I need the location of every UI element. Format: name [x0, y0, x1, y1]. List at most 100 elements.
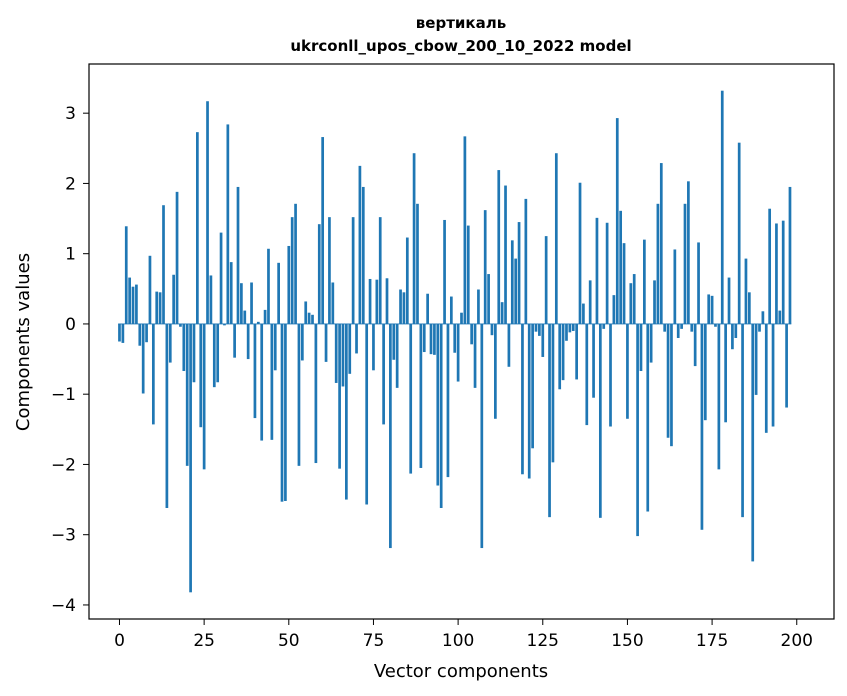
bar-193: [771, 323, 775, 427]
bar-103: [466, 225, 470, 324]
bar-101: [460, 312, 463, 324]
bar-25: [202, 323, 206, 470]
y-tick-label-1: 1: [65, 245, 76, 265]
bar-4: [131, 286, 135, 324]
bar-92: [429, 323, 433, 355]
bar-121: [527, 323, 531, 479]
bar-33: [229, 262, 233, 324]
bar-158: [653, 280, 656, 324]
bar-99: [453, 323, 457, 353]
bar-110: [490, 323, 494, 336]
bar-141: [595, 217, 599, 324]
bar-23: [196, 132, 199, 324]
bar-108: [483, 210, 487, 324]
bar-1: [121, 323, 125, 343]
bar-151: [629, 283, 633, 324]
bar-22: [192, 323, 196, 383]
bar-45: [270, 323, 274, 440]
bar-24: [199, 323, 203, 428]
bar-93: [433, 323, 436, 355]
y-tick-label--4: −4: [51, 596, 76, 616]
x-tick-label-175: 175: [696, 631, 728, 651]
x-tick-label-25: 25: [193, 631, 215, 651]
bar-62: [328, 217, 331, 324]
bar-95: [439, 323, 443, 508]
bar-176: [714, 323, 717, 327]
bar-13: [162, 205, 165, 324]
bar-9: [148, 255, 152, 324]
bar-29: [216, 323, 220, 383]
bar-139: [588, 280, 592, 324]
bar-30: [219, 232, 223, 324]
bar-134: [571, 323, 575, 331]
bar-150: [626, 323, 629, 419]
bar-52: [294, 203, 297, 324]
bar-31: [223, 323, 226, 326]
bar-140: [592, 323, 595, 398]
bar-100: [456, 323, 460, 382]
x-axis-label: Vector components: [374, 661, 548, 682]
bar-117: [514, 258, 518, 324]
bar-149: [622, 243, 626, 324]
y-tick-label--1: −1: [51, 385, 76, 405]
bar-187: [751, 323, 755, 562]
bar-94: [436, 323, 440, 486]
bar-26: [206, 101, 209, 324]
bar-21: [189, 323, 192, 593]
bar-164: [673, 249, 677, 324]
bar-11: [155, 291, 159, 324]
bar-170: [693, 323, 697, 367]
bar-168: [687, 181, 690, 324]
bar-102: [463, 136, 467, 324]
bar-75: [372, 323, 375, 371]
bar-135: [575, 323, 578, 380]
bar-37: [243, 310, 247, 324]
x-tick-label-0: 0: [114, 631, 125, 651]
bar-14: [165, 323, 169, 508]
bar-180: [727, 277, 731, 324]
bar-196: [781, 220, 785, 324]
bar-156: [646, 323, 650, 512]
bar-50: [287, 245, 291, 324]
bar-56: [307, 312, 311, 324]
bar-79: [385, 278, 389, 324]
bar-129: [554, 153, 558, 324]
x-tick-label-50: 50: [278, 631, 300, 651]
bar-78: [382, 323, 385, 425]
bar-43: [263, 309, 267, 324]
bar-97: [446, 323, 450, 478]
bar-127: [548, 323, 551, 518]
bar-40: [253, 323, 257, 419]
plot-frame: [88, 63, 835, 620]
bar-27: [209, 275, 213, 324]
bar-49: [284, 323, 287, 501]
bar-47: [277, 262, 280, 324]
bar-104: [470, 323, 474, 345]
bar-162: [666, 323, 670, 438]
bar-77: [378, 217, 382, 324]
bar-89: [419, 323, 423, 468]
bar-132: [565, 323, 568, 341]
bar-128: [551, 323, 555, 463]
bar-20: [185, 323, 189, 466]
bar-54: [300, 323, 304, 361]
bar-136: [578, 182, 582, 324]
bar-197: [785, 323, 788, 408]
y-tick-label--3: −3: [51, 526, 76, 546]
bar-48: [280, 323, 284, 502]
bar-82: [395, 323, 399, 388]
bar-98: [449, 296, 453, 324]
bar-17: [175, 191, 179, 324]
bar-144: [605, 222, 609, 324]
x-axis-ticks: 0 25 50 75 100 125 150 175 200: [114, 619, 813, 651]
bar-109: [487, 274, 490, 324]
bar-64: [334, 323, 338, 383]
bar-113: [500, 302, 504, 324]
bar-96: [443, 219, 446, 324]
bar-42: [260, 323, 264, 441]
bar-73: [365, 323, 369, 505]
bar-10: [151, 323, 155, 425]
bar-138: [585, 323, 589, 426]
bar-120: [524, 198, 528, 324]
